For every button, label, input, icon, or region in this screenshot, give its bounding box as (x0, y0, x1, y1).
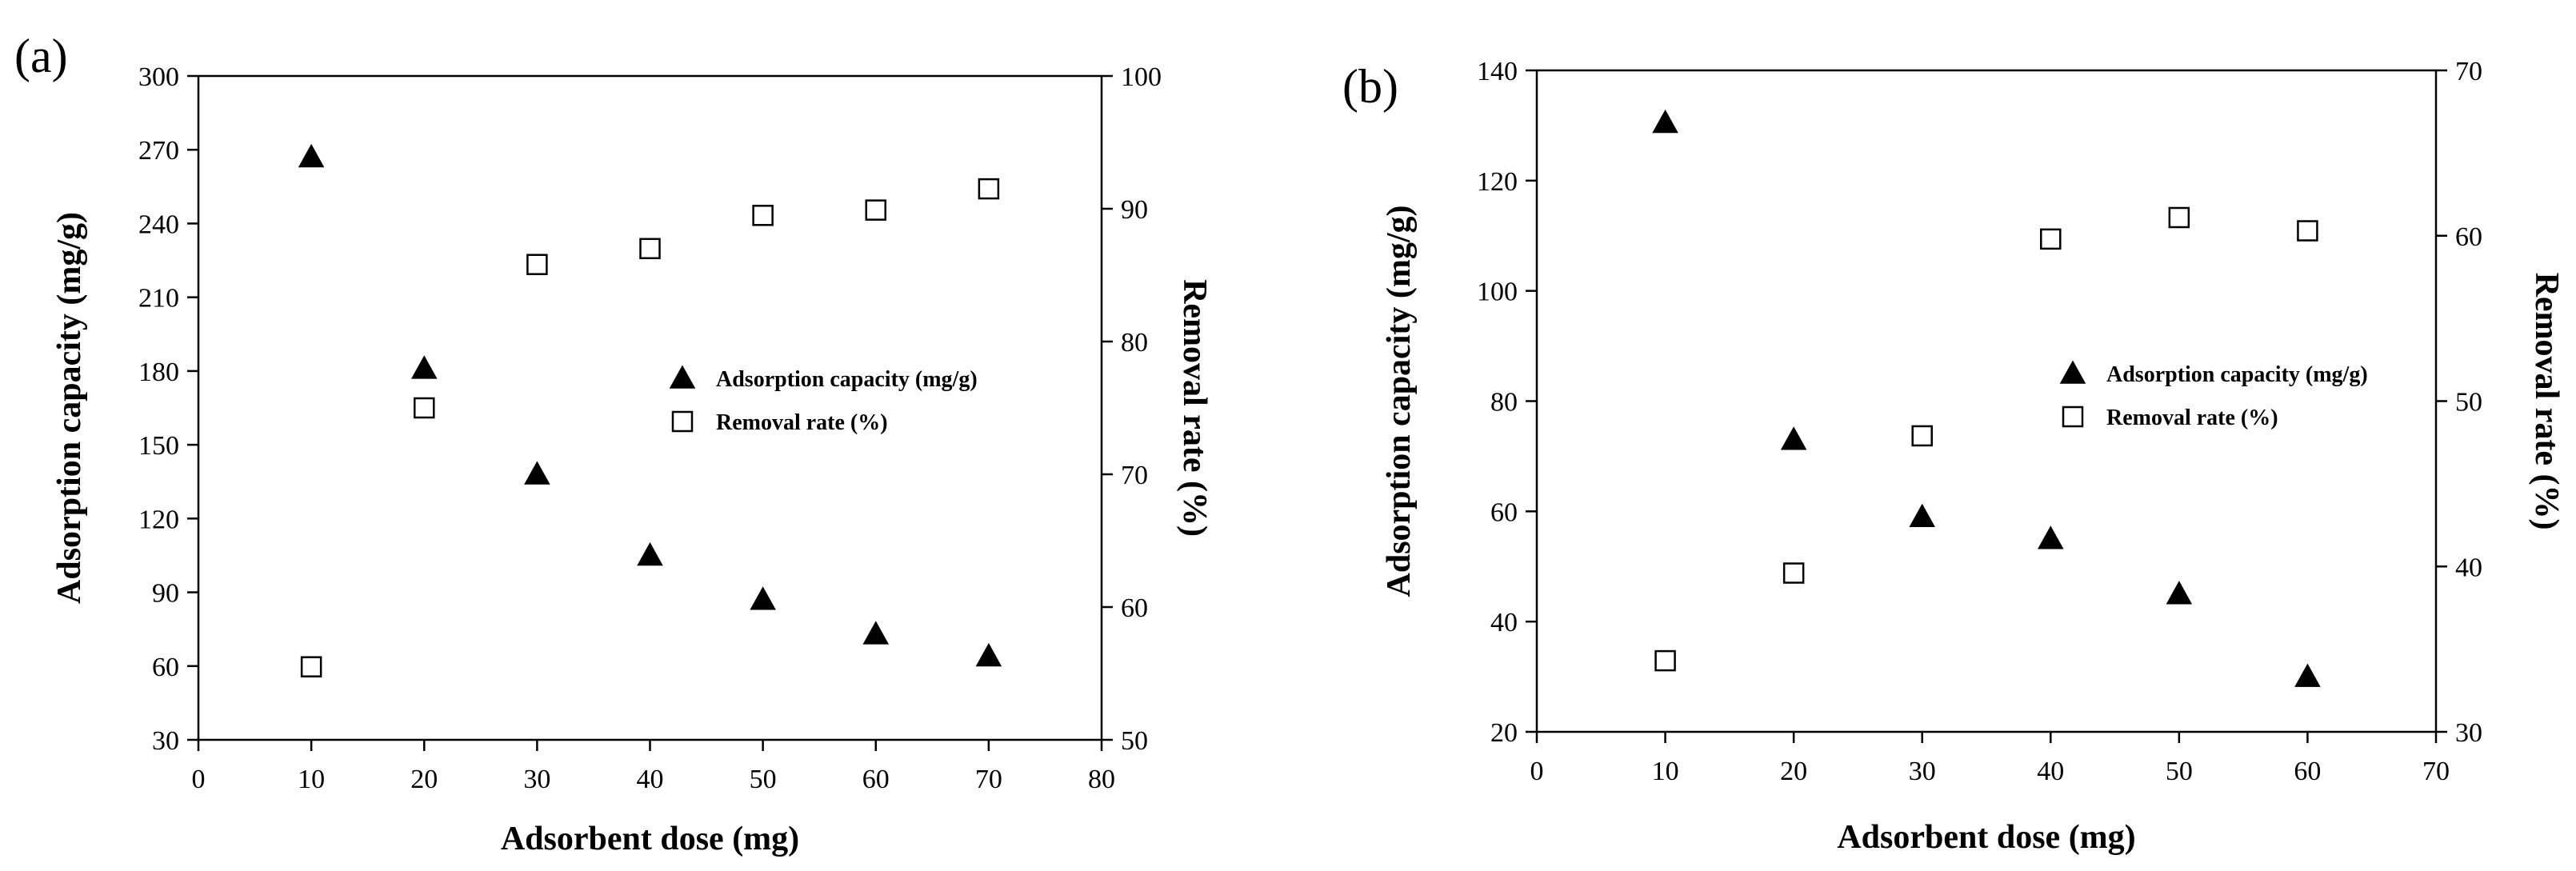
panel-label: (a) (14, 30, 68, 82)
y-right-axis-title: Removal rate (%) (2528, 273, 2565, 530)
x-tick-label: 30 (1909, 757, 1936, 786)
data-point-adsorption-capacity (524, 461, 550, 485)
y-right-tick-label: 50 (1121, 726, 1148, 756)
data-point-removal-rate (526, 254, 548, 275)
legend: Adsorption capacity (mg/g) Removal rate (… (669, 365, 978, 435)
y-right-tick-label: 30 (2455, 718, 2482, 748)
data-point-adsorption-capacity (975, 642, 1002, 667)
y-left-axis-title: Adsorption capacity (mg/g) (51, 212, 88, 604)
y-right-tick-label: 100 (1121, 62, 1162, 92)
data-point-adsorption-capacity (1909, 503, 1935, 527)
data-point-adsorption-capacity (1780, 426, 1807, 450)
legend-triangle-marker (2059, 360, 2086, 384)
data-point-adsorption-capacity (2038, 525, 2064, 549)
x-tick-label: 40 (2037, 757, 2064, 786)
x-tick-label: 0 (1530, 757, 1544, 786)
legend-label: Removal rate (%) (716, 410, 888, 435)
x-tick-label: 60 (2294, 757, 2321, 786)
plot-frame (1535, 69, 2438, 733)
data-point-removal-rate (414, 397, 435, 419)
data-point-removal-rate (300, 656, 322, 677)
y-right-tick-label: 60 (2455, 222, 2482, 252)
x-tick-label: 80 (1088, 765, 1115, 794)
x-tick-label: 60 (862, 765, 890, 794)
chart-panel-a: (a) 0 10 20 30 40 50 60 70 80 30 60 90 120 150 180 210 24… (14, 30, 1213, 857)
y-left-tick-label: 180 (138, 358, 179, 387)
legend: Adsorption capacity (mg/g) Removal rate (… (2059, 360, 2368, 430)
y-left-tick-label: 140 (1477, 57, 1518, 86)
data-point-adsorption-capacity (298, 143, 325, 168)
chart-panel-b: (b) 0 10 20 30 40 50 60 70 20 40 60 80 100 120 140 30 40 5… (1342, 57, 2565, 856)
legend-triangle-marker (669, 365, 696, 389)
y-right-tick-label: 90 (1121, 195, 1148, 225)
y-left-tick-label: 300 (138, 62, 179, 92)
data-point-adsorption-capacity (862, 621, 890, 645)
x-tick-label: 10 (298, 765, 325, 794)
y-left-tick-label: 90 (152, 579, 179, 609)
y-left-tick-label: 60 (1490, 497, 1518, 527)
data-point-adsorption-capacity (2294, 663, 2321, 687)
legend-label: Removal rate (%) (2106, 406, 2278, 430)
x-tick-label: 70 (975, 765, 1002, 794)
x-axis-title: Adsorbent dose (mg) (1837, 819, 2135, 856)
y-right-tick-label: 60 (1121, 593, 1148, 623)
data-point-adsorption-capacity (1652, 109, 1678, 134)
legend-square-marker (671, 410, 694, 433)
legend-label: Adsorption capacity (mg/g) (2106, 362, 2368, 387)
y-left-tick-label: 240 (138, 210, 179, 239)
x-tick-label: 10 (1652, 757, 1679, 786)
data-point-adsorption-capacity (2166, 581, 2193, 605)
y-left-tick-label: 150 (138, 431, 179, 461)
legend-square-marker (2062, 406, 2084, 428)
y-left-axis-title: Adsorption capacity (mg/g) (1381, 206, 1418, 597)
data-point-removal-rate (978, 178, 1000, 200)
data-point-removal-rate (639, 238, 661, 260)
panel-label: (b) (1342, 60, 1398, 113)
x-tick-label: 0 (192, 765, 206, 794)
data-point-removal-rate (2040, 228, 2062, 250)
x-tick-label: 30 (523, 765, 550, 794)
y-right-tick-label: 70 (1121, 461, 1148, 490)
y-left-tick-label: 100 (1477, 278, 1518, 307)
legend-label: Adsorption capacity (mg/g) (716, 367, 978, 392)
data-point-removal-rate (2297, 220, 2318, 242)
data-point-removal-rate (1782, 562, 1805, 584)
x-tick-label: 50 (2166, 757, 2193, 786)
x-tick-label: 20 (410, 765, 438, 794)
y-left-tick-label: 30 (152, 726, 179, 756)
x-tick-label: 70 (2422, 757, 2450, 786)
data-point-adsorption-capacity (410, 355, 438, 379)
plot-frame (197, 74, 1103, 741)
x-tick-label: 40 (637, 765, 664, 794)
y-left-tick-label: 120 (1477, 167, 1518, 197)
data-point-removal-rate (865, 199, 886, 221)
data-point-removal-rate (752, 205, 774, 226)
y-left-tick-label: 120 (138, 505, 179, 534)
x-tick-label: 20 (1780, 757, 1807, 786)
data-point-adsorption-capacity (750, 586, 776, 610)
y-left-tick-label: 210 (138, 284, 179, 314)
data-point-removal-rate (1911, 425, 1933, 447)
y-left-tick-label: 270 (138, 136, 179, 166)
y-left-tick-label: 40 (1490, 608, 1518, 637)
x-axis-title: Adsorbent dose (mg) (501, 821, 799, 857)
y-right-axis-title: Removal rate (%) (1176, 279, 1213, 537)
y-right-tick-label: 40 (2455, 553, 2482, 582)
y-right-tick-label: 80 (1121, 328, 1148, 358)
data-point-adsorption-capacity (637, 541, 663, 566)
data-point-removal-rate (2168, 206, 2190, 229)
data-point-removal-rate (1654, 649, 1676, 672)
y-left-tick-label: 80 (1490, 388, 1518, 418)
x-tick-label: 50 (750, 765, 777, 794)
y-left-tick-label: 60 (152, 653, 179, 682)
y-left-tick-label: 20 (1490, 718, 1518, 748)
y-right-tick-label: 70 (2455, 57, 2482, 86)
y-right-tick-label: 50 (2455, 388, 2482, 418)
